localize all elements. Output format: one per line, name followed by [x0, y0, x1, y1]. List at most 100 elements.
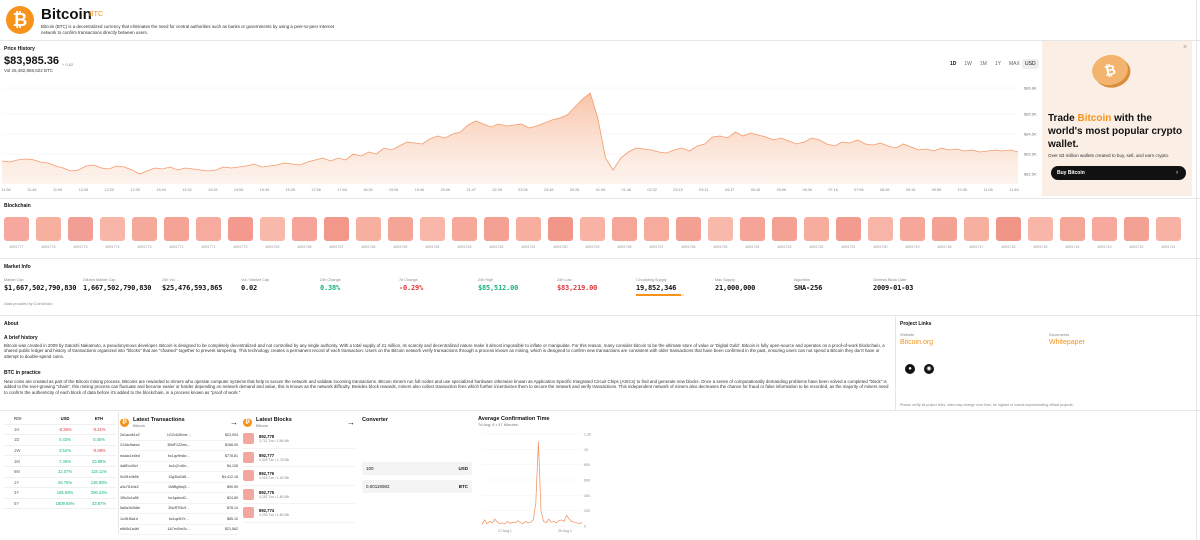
range-1d-button[interactable]: 1D [950, 61, 957, 67]
block-card[interactable]: #891758 [612, 217, 637, 253]
block-card[interactable]: #891750 [868, 217, 893, 253]
transaction-row[interactable]: a3c7f1b4e2 1MtBg5dq3… $90.59 [120, 483, 238, 493]
block-card[interactable]: #891753 [772, 217, 797, 253]
block-card[interactable]: #891746 [996, 217, 1021, 253]
price-line [1, 92, 1019, 175]
usd-amount-input[interactable]: 100 USD [362, 462, 472, 475]
stat-value: $85,512.00 [478, 284, 519, 292]
block-card[interactable]: #891761 [516, 217, 541, 253]
block-card[interactable]: #891742 [1124, 217, 1149, 253]
block-card[interactable]: #891744 [1060, 217, 1085, 253]
block-card[interactable]: #891752 [804, 217, 829, 253]
block-card[interactable]: #891751 [836, 217, 861, 253]
close-icon[interactable]: × [1183, 44, 1188, 51]
roi-row: 3Y 185.69% 296.43% [4, 488, 116, 499]
range-1y-button[interactable]: 1Y [994, 61, 1001, 67]
block-card[interactable]: #891768 [292, 217, 317, 253]
block-card[interactable]: #891745 [1028, 217, 1053, 253]
roi-usd: -0.36% [58, 426, 72, 432]
block-card[interactable]: #891755 [708, 217, 733, 253]
transaction-row[interactable]: 4a8f1c40cf bc1q7ru8n… $4,128 [120, 462, 238, 472]
x-tick-label: 20:06 [441, 188, 451, 192]
block-card[interactable]: #891772 [164, 217, 189, 253]
latest-block-row[interactable]: 892,776 3,918 Txs • 1.62 Mb [243, 467, 355, 486]
block-square [228, 217, 253, 241]
block-card[interactable]: #891764 [420, 217, 445, 253]
range-1w-button[interactable]: 1W [964, 61, 972, 67]
transaction-row[interactable]: 1c4f1f5a1d bc1qz5t7e… $85.10 [120, 514, 238, 525]
latest-block-row[interactable]: 892,778 3,711 Txs • 1.56 Mb [243, 430, 355, 449]
whitepaper-link[interactable]: Whitepaper [1049, 339, 1085, 346]
website-link[interactable]: Bitcoin.org [900, 339, 934, 346]
latest-block-row[interactable]: 892,777 4,325 Txs • 1.78 Mb [243, 449, 355, 467]
block-square [1060, 217, 1085, 241]
block-square [836, 217, 861, 241]
x-tick-label: 17:06 [311, 188, 321, 192]
transaction-row[interactable]: 5a0a1b2b8e 3NzR7f3c9… $78.14 [120, 504, 238, 514]
block-card[interactable]: #891749 [900, 217, 925, 253]
buy-bitcoin-button[interactable]: Buy Bitcoin [1051, 166, 1186, 180]
arrow-right-icon[interactable]: → [347, 417, 355, 427]
btc-amount-input[interactable]: 0.00119082 BTC [362, 480, 472, 493]
block-card[interactable]: #891754 [740, 217, 765, 253]
converter-panel: Converter [362, 414, 472, 423]
block-card[interactable]: #891756 [676, 217, 701, 253]
x-tick-label: 04:37 [725, 188, 735, 192]
x-tick-label: 01:46 [622, 188, 632, 192]
block-card[interactable]: #891765 [388, 217, 413, 253]
arrow-right-icon[interactable]: → [230, 417, 238, 427]
block-card[interactable]: #891770 [228, 217, 253, 253]
transaction-row[interactable]: 1f9c0c1a56 bc1qahzd2… $24.89 [120, 493, 238, 504]
latest-block-row[interactable]: 892,775 4,251 Txs • 1.80 Mb [243, 486, 355, 504]
market-stat: Algorithm SHA-256 [794, 278, 873, 296]
block-card[interactable]: #891774 [100, 217, 125, 253]
divider [895, 316, 896, 410]
transaction-row[interactable]: 214dc9aecb 3BdF1Z2ms… $168.00 [120, 441, 238, 451]
currency-toggle[interactable]: USD [1022, 59, 1039, 69]
block-card[interactable]: #891748 [932, 217, 957, 253]
y-tick-label: $83.5K [1024, 152, 1037, 157]
price-area [2, 93, 1018, 184]
block-number: #891748 [937, 245, 952, 249]
stat-value: 21,000,000 [715, 284, 756, 292]
roi-header-row: ROI USD ETH [4, 414, 116, 425]
latest-transactions-panel: ₿ Latest Transactions Bitcoin → 2d1ac4b1… [120, 414, 238, 535]
block-card[interactable]: #891771 [196, 217, 221, 253]
divider [0, 258, 1200, 259]
stat-label: Circulating Supply [636, 278, 667, 282]
latest-block-row[interactable]: 892,774 4,253 Txs • 1.80 Mb [243, 504, 355, 523]
transaction-row[interactable]: ea4ac1e4ed bc1qv9m6x… $778.81 [120, 451, 238, 462]
market-stat: Diluted Market Cap 1,667,502,790,830 [83, 278, 162, 296]
block-card[interactable]: #891769 [260, 217, 285, 253]
github-icon[interactable]: ● [905, 364, 915, 374]
block-card[interactable]: #891743 [1092, 217, 1117, 253]
block-card[interactable]: #891773 [132, 217, 157, 253]
block-card[interactable]: #891775 [68, 217, 93, 253]
block-card[interactable]: #891741 [1156, 217, 1181, 253]
block-card[interactable]: #891763 [452, 217, 477, 253]
block-number: #891741 [1161, 245, 1176, 249]
block-card[interactable]: #891747 [964, 217, 989, 253]
avg-confirmation-panel: Average Confirmation Time 7d Avg: 6 • 47… [478, 414, 596, 427]
tx-address: 3Jg3kd2d8… [168, 474, 190, 479]
block-card[interactable]: #891759 [580, 217, 605, 253]
range-max-button[interactable]: MAX [1008, 61, 1020, 67]
scrollbar[interactable] [1196, 0, 1197, 540]
transaction-row[interactable]: 9c3f1e4b5b 3Jg3kd2d8… $4,412.18 [120, 472, 238, 483]
block-square [243, 507, 254, 519]
transaction-row[interactable]: e6b5c1a4bf 1A7mXhe2c… $21,562 [120, 525, 238, 535]
block-card[interactable]: #891757 [644, 217, 669, 253]
x-tick-label: 11:46 [1009, 188, 1018, 192]
range-1m-button[interactable]: 1M [979, 61, 987, 67]
transaction-row[interactable]: 2d1ac4b1e2 1GZvA3Kme… $23,904 [120, 430, 238, 441]
block-card[interactable]: #891767 [324, 217, 349, 253]
block-card[interactable]: #891762 [484, 217, 509, 253]
block-card[interactable]: #891760 [548, 217, 573, 253]
reddit-icon[interactable]: ◉ [924, 364, 934, 374]
block-number: #891768 [297, 245, 312, 249]
block-card[interactable]: #891777 [4, 217, 29, 253]
block-card[interactable]: #891766 [356, 217, 381, 253]
block-card[interactable]: #891776 [36, 217, 61, 253]
block-number: #891777 [9, 245, 24, 249]
x-tick-label: 07:16 [828, 188, 838, 192]
